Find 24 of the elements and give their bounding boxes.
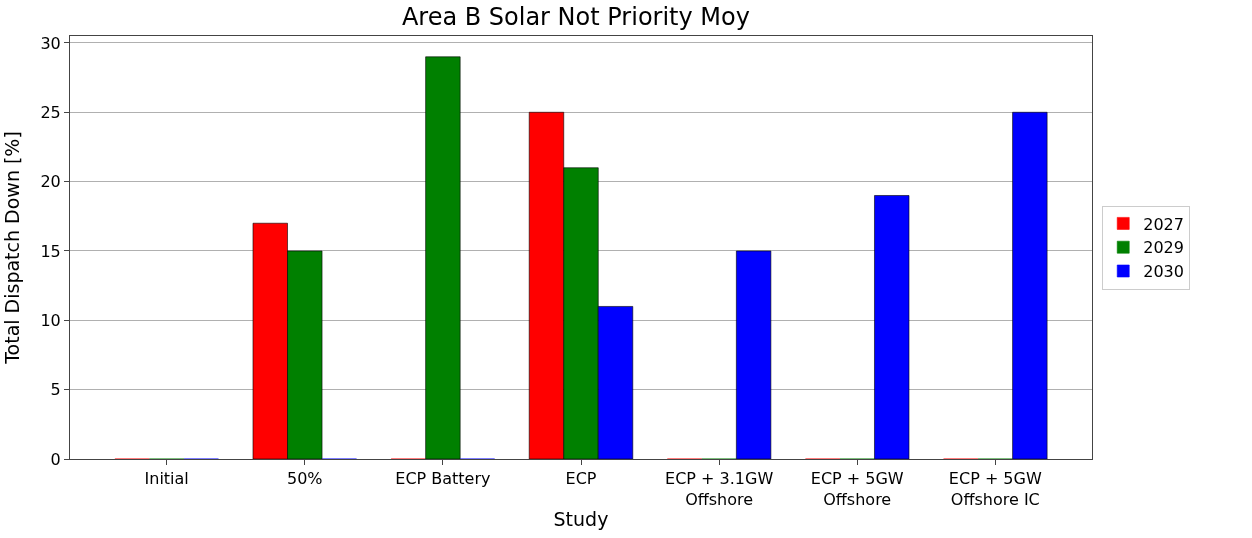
- legend-label: 2029: [1143, 238, 1184, 258]
- y-tick-label: 20: [40, 172, 61, 192]
- x-tick-label: ECP + 5GW Offshore: [810, 469, 904, 509]
- bar: [1012, 111, 1048, 459]
- y-tick-label: 10: [40, 310, 61, 330]
- x-tick-label: ECP Battery: [395, 469, 491, 489]
- bar: [736, 250, 772, 459]
- x-tick-label: ECP + 5GW Offshore IC: [948, 469, 1042, 509]
- x-tick-label: ECP: [565, 469, 597, 489]
- y-tick-label: 5: [50, 380, 61, 400]
- x-tick-label: Initial: [144, 469, 189, 489]
- x-axis-title: Study: [553, 507, 609, 530]
- y-tick-label: 30: [40, 33, 61, 53]
- y-tick-label: 15: [40, 241, 61, 261]
- legend-label: 2027: [1143, 214, 1184, 234]
- y-tick-label: 0: [50, 449, 61, 469]
- bar: [425, 56, 461, 459]
- bar: [874, 195, 910, 459]
- y-tick-label: 25: [40, 102, 61, 122]
- chart-title: Area B Solar Not Priority Moy: [401, 2, 750, 31]
- legend-label: 2030: [1143, 262, 1184, 282]
- y-axis-title: Total Dispatch Down [%]: [1, 131, 24, 365]
- x-tick-label: ECP + 3.1GW Offshore: [665, 469, 774, 509]
- x-tick-label: 50%: [287, 469, 323, 489]
